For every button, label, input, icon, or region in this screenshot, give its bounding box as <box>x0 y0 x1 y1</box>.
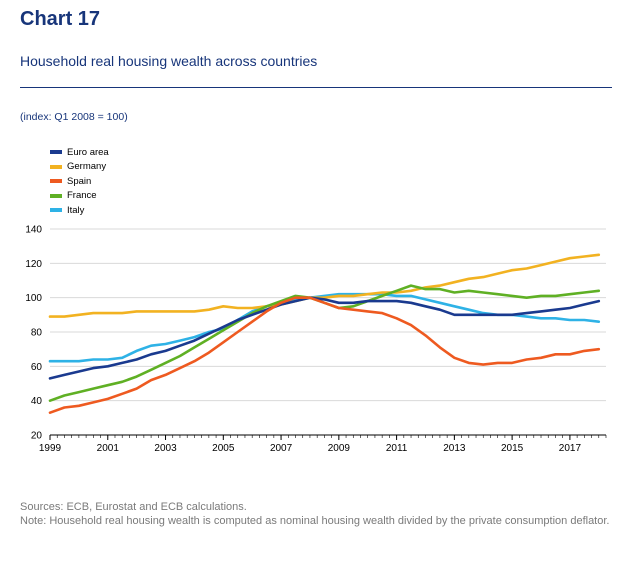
legend-swatch <box>50 164 62 169</box>
x-tick-label: 2017 <box>559 443 582 454</box>
legend-item-spain: Spain <box>50 174 109 189</box>
sources-note: Sources: ECB, Eurostat and ECB calculati… <box>20 501 247 513</box>
series-line-euro-area <box>48 296 601 380</box>
legend-swatch <box>50 179 62 184</box>
x-tick-label: 2013 <box>443 443 466 454</box>
x-tick-label: 2011 <box>386 443 408 454</box>
legend: Euro area Germany Spain France Italy <box>50 145 109 218</box>
chart-title: Household real housing wealth across cou… <box>20 53 318 69</box>
x-tick-label: 2001 <box>97 443 120 454</box>
legend-item-france: France <box>50 189 109 204</box>
legend-swatch <box>50 193 62 198</box>
x-tick-label: 2005 <box>212 443 235 454</box>
y-tick-label: 40 <box>31 396 43 407</box>
x-tick-label: 2003 <box>154 443 177 454</box>
line-chart: 20 40 60 80 100 120 140 1999 2001 2003 2005 2007 200… <box>25 225 607 454</box>
legend-item-euro-area: Euro area <box>50 145 109 160</box>
chart-number: Chart 17 <box>20 8 101 30</box>
legend-swatch <box>50 208 62 213</box>
x-tick-label: 2015 <box>501 443 524 454</box>
y-tick-label: 80 <box>31 328 43 339</box>
legend-label: Spain <box>67 175 92 187</box>
y-tick-label: 140 <box>25 225 42 236</box>
x-tick-label: 2007 <box>270 443 293 454</box>
legend-item-germany: Germany <box>50 160 109 175</box>
series-line-italy <box>48 292 601 363</box>
legend-label: Italy <box>67 204 85 216</box>
x-tick-label: 2009 <box>328 443 351 454</box>
y-tick-label: 120 <box>25 259 42 270</box>
y-tick-label: 60 <box>31 362 43 373</box>
legend-item-italy: Italy <box>50 203 109 218</box>
methodology-note: Note: Household real housing wealth is c… <box>20 515 610 527</box>
y-tick-label: 100 <box>25 293 42 304</box>
unit-label: (index: Q1 2008 = 100) <box>20 111 128 123</box>
legend-label: Germany <box>67 161 107 173</box>
series-line-spain <box>48 296 601 415</box>
y-tick-label: 20 <box>31 431 43 442</box>
series-line-germany <box>48 253 601 318</box>
x-tick-label: 1999 <box>39 443 62 454</box>
legend-swatch <box>50 150 62 155</box>
title-divider <box>20 87 612 88</box>
legend-label: Euro area <box>67 146 109 158</box>
footer: Sources: ECB, Eurostat and ECB calculati… <box>20 500 620 528</box>
legend-label: France <box>67 190 97 202</box>
